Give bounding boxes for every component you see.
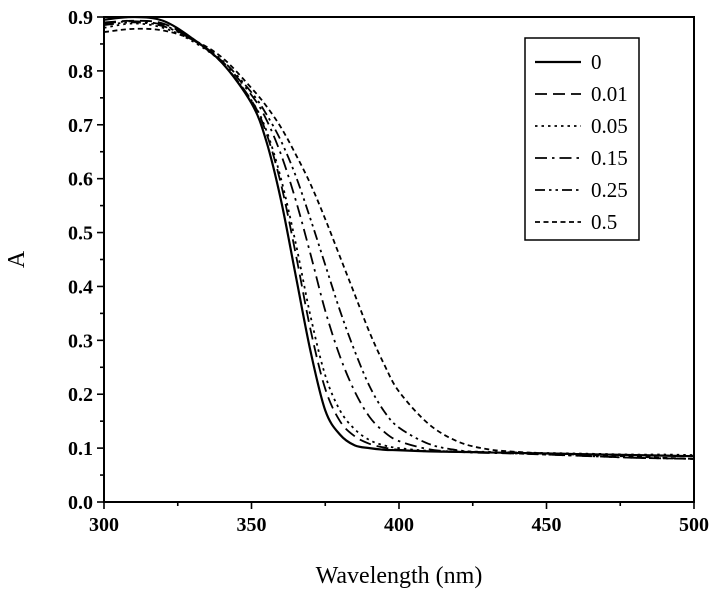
x-tick-label: 450 [532,514,562,536]
legend: 0 0.01 0.05 0.15 0.25 0.5 [524,37,640,241]
y-axis-title: A [4,250,30,268]
y-tick-label: 0.4 [68,276,93,298]
y-tick-label: 0.8 [68,61,93,83]
legend-label: 0.25 [591,178,628,202]
x-tick-label: 400 [384,514,414,536]
legend-label: 0.05 [591,114,628,138]
x-axis-title: Wavelength (nm) [316,563,483,589]
y-tick-label: 0.9 [68,7,93,29]
legend-label: 0.5 [591,210,617,234]
y-tick-label: 0.5 [68,223,93,245]
y-tick-label: 0.0 [68,492,93,514]
legend-box [524,37,640,241]
y-tick-label: 0.3 [68,330,93,352]
y-tick-label: 0.1 [68,438,93,460]
series-lines [104,17,694,460]
legend-label: 0.15 [591,146,628,170]
tick-labels: 300 350 400 450 500 0.0 0.1 0.2 0.3 0.4 0.5 0.6 0.7 0… [68,7,709,536]
axis-ticks [97,16,695,509]
series-line-0-15 [104,20,694,460]
x-tick-label: 350 [237,514,267,536]
legend-label: 0 [591,50,602,74]
y-tick-label: 0.7 [68,115,93,137]
y-tick-label: 0.2 [68,384,93,406]
y-tick-label: 0.6 [68,169,93,191]
x-tick-label: 500 [679,514,709,536]
series-line-0-5 [104,27,694,460]
legend-label: 0.01 [591,82,628,106]
series-line-0-01 [104,19,694,458]
x-tick-label: 300 [89,514,119,536]
